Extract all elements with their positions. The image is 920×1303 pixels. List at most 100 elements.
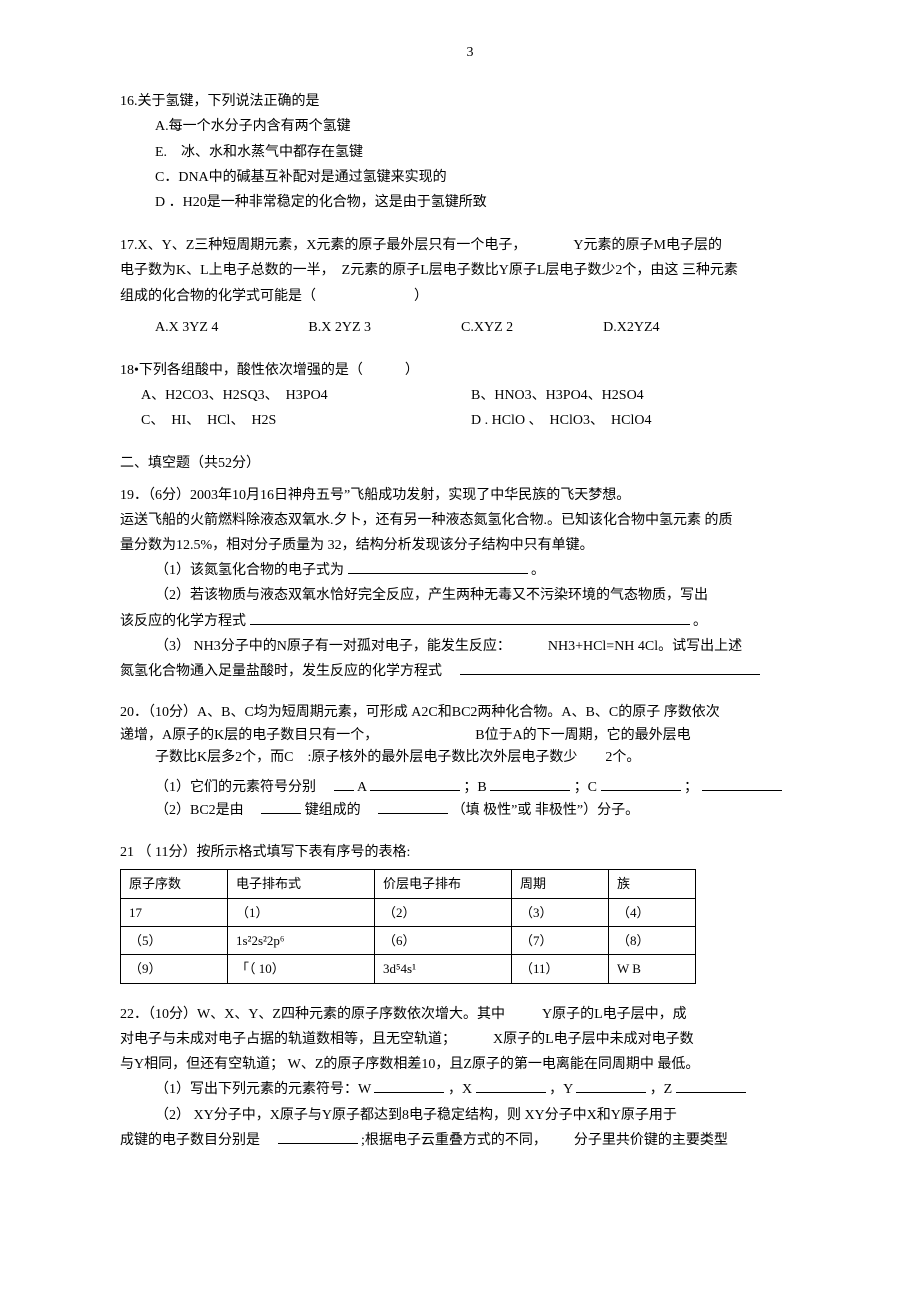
- table-cell: （9）: [121, 955, 228, 983]
- table-cell: W B: [609, 955, 696, 983]
- q22-line3: 与Y相同，但还有空轨道； W、Z的原子序数相差10，且Z原子的第一电离能在同周期…: [120, 1052, 820, 1077]
- q19-p3b: NH3+HCl=NH 4Cl。试写出上述: [548, 639, 742, 654]
- question-19: 19．（6分）2003年10月16日神舟五号”飞船成功发射，实现了中华民族的飞天…: [120, 483, 820, 685]
- q21-stem: 21 （ 11分）按所示格式填写下表有序号的表格:: [120, 840, 820, 865]
- q17-option-a: A.X 3YZ 4: [155, 315, 218, 340]
- q16-stem: 16.关于氢键，下列说法正确的是: [120, 89, 820, 114]
- q20-p1B: ；B: [463, 780, 486, 795]
- table-header: 原子序数: [121, 870, 228, 898]
- q22-l2a: 对电子与未成对电子占据的轨道数相等，且无空轨道；: [120, 1032, 456, 1047]
- blank-field[interactable]: [250, 624, 690, 625]
- q19-part3a: （3） NH3分子中的N原子有一对孤对电子，能发生反应： NH3+HCl=NH …: [155, 634, 820, 659]
- blank-field[interactable]: [378, 813, 448, 814]
- table-cell: （8）: [609, 927, 696, 955]
- q20-p2a: （2）BC2是由: [155, 803, 258, 818]
- table-cell: （11）: [512, 955, 609, 983]
- q19-part1: （1）该氮氢化合物的电子式为 。: [155, 558, 820, 583]
- blank-field[interactable]: [261, 813, 301, 814]
- q16-option-d: D ．H20是一种非常稳定的化合物，这是由于氢键所致: [155, 190, 820, 215]
- table-header: 周期: [512, 870, 609, 898]
- blank-field[interactable]: [370, 790, 460, 791]
- q22-p2b: 成键的电子数目分别是: [120, 1133, 274, 1148]
- table-header: 价层电子排布: [375, 870, 512, 898]
- blank-field[interactable]: [348, 573, 528, 574]
- q22-p1y: ，Y: [549, 1082, 576, 1097]
- q17-line1: 17.X、Y、Z三种短周期元素，X元素的原子最外层只有一个电子， Y元素的原子M…: [120, 233, 820, 258]
- q19-p3a: （3） NH3分子中的N原子有一对孤对电子，能发生反应：: [155, 639, 511, 654]
- table-header: 族: [609, 870, 696, 898]
- q18-option-b: B、HNO3、H3PO4、H2SO4: [471, 383, 644, 408]
- q19-part3c: 氮氢化合物通入足量盐酸时，发生反应的化学方程式: [120, 659, 820, 684]
- q20-part1: （1）它们的元素符号分别 A ；B ；C ；: [155, 777, 820, 799]
- q17-option-b: B.X 2YZ 3: [308, 315, 371, 340]
- q22-part2b: 成键的电子数目分别是 ;根据电子云重叠方式的不同， 分子里共价键的主要类型: [120, 1128, 820, 1153]
- q20-p1end: ；: [684, 780, 698, 795]
- q20-line2: 子数比K层多2个，而C :原子核外的最外层电子数比次外层电子数少 2个。: [155, 747, 820, 769]
- table-row: 原子序数 电子排布式 价层电子排布 周期 族: [121, 870, 696, 898]
- q16-option-a: A.每一个水分子内含有两个氢键: [155, 114, 820, 139]
- q22-part2a: （2） XY分子中，X原子与Y原子都达到8电子稳定结构，则 XY分子中X和Y原子…: [155, 1103, 820, 1128]
- table-cell: （1）: [228, 898, 375, 926]
- q16-option-c: C．DNA中的碱基互补配对是通过氢键来实现的: [155, 165, 820, 190]
- table-cell: 17: [121, 898, 228, 926]
- blank-field[interactable]: [460, 674, 760, 675]
- table-cell: （3）: [512, 898, 609, 926]
- blank-field[interactable]: [576, 1092, 646, 1093]
- q19-p2c: 。: [693, 614, 707, 629]
- blank-field[interactable]: [676, 1092, 746, 1093]
- question-20: 20．（10分）A、B、C均为短周期元素，可形成 A2C和BC2两种化合物。A、…: [120, 702, 820, 822]
- q19-p3c: 氮氢化合物通入足量盐酸时，发生反应的化学方程式: [120, 664, 456, 679]
- q20-p1C: ；C: [574, 780, 597, 795]
- blank-field[interactable]: [702, 790, 782, 791]
- q20-line1bc: 递增，A原子的K层的电子数目只有一个， B位于A的下一周期，它的最外层电: [120, 725, 820, 747]
- q19-line1: 19．（6分）2003年10月16日神舟五号”飞船成功发射，实现了中华民族的飞天…: [120, 483, 820, 508]
- blank-field[interactable]: [334, 790, 354, 791]
- blank-field[interactable]: [601, 790, 681, 791]
- q19-line2: 运送飞船的火箭燃料除液态双氧水.夕卜，还有另一种液态氮氢化合物.。已知该化合物中…: [120, 508, 820, 533]
- q17-l1b: Y元素的原子M电子层的: [573, 238, 722, 253]
- q20-p2b: 键组成的: [305, 803, 375, 818]
- table-cell: （5）: [121, 927, 228, 955]
- table-cell: 3d⁵4s¹: [375, 955, 512, 983]
- blank-field[interactable]: [374, 1092, 444, 1093]
- q18-option-c: C、 HI、 HCl、 H2S: [141, 408, 401, 433]
- q22-line2: 对电子与未成对电子占据的轨道数相等，且无空轨道； X原子的L电子层中未成对电子数: [120, 1027, 820, 1052]
- question-22: 22．（10分）W、X、Y、Z四种元素的原子序数依次增大。其中 Y原子的L电子层…: [120, 1002, 820, 1153]
- q22-part1: （1）写出下列元素的元素符号：W ，X ，Y ，Z: [155, 1077, 820, 1102]
- q20-l1c: B位于A的下一周期，它的最外层电: [475, 728, 690, 743]
- q19-part2b: 该反应的化学方程式 。: [120, 609, 820, 634]
- q20-p1A: A: [357, 780, 366, 795]
- page-number: 3: [120, 40, 820, 65]
- q20-p2c: （填 极性”或 非极性”）分子。: [452, 803, 639, 818]
- q22-line1: 22．（10分）W、X、Y、Z四种元素的原子序数依次增大。其中 Y原子的L电子层…: [120, 1002, 820, 1027]
- q22-p1: （1）写出下列元素的元素符号：W: [155, 1082, 374, 1097]
- q17-option-c: C.XYZ 2: [461, 315, 513, 340]
- table-row: （5） 1s²2s²2p⁶ （6） （7） （8）: [121, 927, 696, 955]
- q18-option-a: A、H2CO3、H2SQ3、 H3PO4: [141, 383, 401, 408]
- q22-p1z: ，Z: [650, 1082, 676, 1097]
- question-18: 18•下列各组酸中，酸性依次增强的是（ ） A、H2CO3、H2SQ3、 H3P…: [120, 358, 820, 434]
- q17-line3: 组成的化合物的化学式可能是（ ）: [120, 284, 820, 309]
- q18-stem: 18•下列各组酸中，酸性依次增强的是（ ）: [120, 358, 820, 383]
- q19-p1b: 。: [531, 563, 545, 578]
- blank-field[interactable]: [278, 1143, 358, 1144]
- blank-field[interactable]: [490, 790, 570, 791]
- question-21: 21 （ 11分）按所示格式填写下表有序号的表格: 原子序数 电子排布式 价层电…: [120, 840, 820, 984]
- question-16: 16.关于氢键，下列说法正确的是 A.每一个水分子内含有两个氢键 E. 冰、水和…: [120, 89, 820, 215]
- table-cell: （2）: [375, 898, 512, 926]
- q18-row1: A、H2CO3、H2SQ3、 H3PO4 B、HNO3、H3PO4、H2SO4: [141, 383, 820, 408]
- q18-row2: C、 HI、 HCl、 H2S D . HClO 、 HClO3、 HClO4: [141, 408, 820, 433]
- table-row: （9） 「（ 10） 3d⁵4s¹ （11） W B: [121, 955, 696, 983]
- table-row: 17 （1） （2） （3） （4）: [121, 898, 696, 926]
- q17-option-d: D.X2YZ4: [603, 315, 659, 340]
- section-2-heading: 二、填空题（共52分）: [120, 451, 820, 476]
- table-cell: 「（ 10）: [228, 955, 375, 983]
- q20-line1a: 20．（10分）A、B、C均为短周期元素，可形成 A2C和BC2两种化合物。A、…: [120, 702, 820, 724]
- q22-p2d: 分子里共价键的主要类型: [574, 1133, 728, 1148]
- q17-l1a: 17.X、Y、Z三种短周期元素，X元素的原子最外层只有一个电子，: [120, 238, 526, 253]
- q21-table: 原子序数 电子排布式 价层电子排布 周期 族 17 （1） （2） （3） （4…: [120, 869, 696, 984]
- q16-option-e: E. 冰、水和水蒸气中都存在氢键: [155, 140, 820, 165]
- table-cell: （4）: [609, 898, 696, 926]
- q17-line2: 电子数为K、L上电子总数的一半， Z元素的原子L层电子数比Y原子L层电子数少2个…: [120, 258, 820, 283]
- blank-field[interactable]: [476, 1092, 546, 1093]
